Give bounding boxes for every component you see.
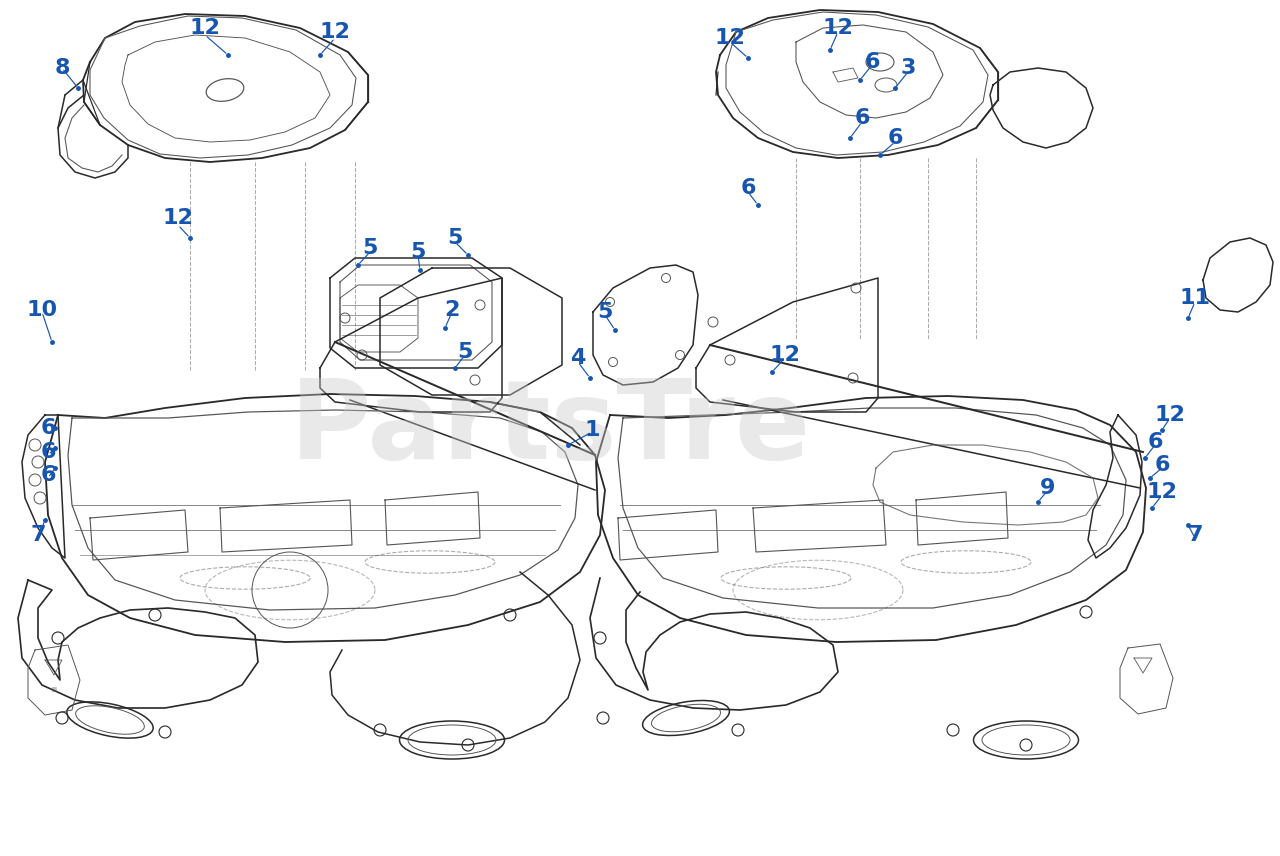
Text: 7: 7 (31, 525, 46, 545)
Text: 6: 6 (1147, 432, 1162, 452)
Text: 5: 5 (362, 238, 378, 258)
Text: 5: 5 (598, 302, 613, 322)
Text: 12: 12 (320, 22, 351, 42)
Text: 6: 6 (740, 178, 755, 198)
Text: 5: 5 (447, 228, 462, 248)
Text: 6: 6 (40, 418, 56, 438)
Text: 5: 5 (457, 342, 472, 362)
Text: 8: 8 (54, 58, 69, 78)
Text: 12: 12 (189, 18, 220, 38)
Text: 5: 5 (411, 242, 426, 262)
Text: 3: 3 (900, 58, 915, 78)
Text: 10: 10 (27, 300, 58, 320)
Text: 12: 12 (163, 208, 193, 228)
Text: 12: 12 (769, 345, 800, 365)
Text: 7: 7 (1188, 525, 1203, 545)
Text: 12: 12 (1155, 405, 1185, 425)
Text: 9: 9 (1041, 478, 1056, 498)
Text: 6: 6 (887, 128, 902, 148)
Text: 12: 12 (823, 18, 854, 38)
Text: 6: 6 (40, 465, 56, 485)
Text: 11: 11 (1179, 288, 1211, 308)
Text: III: III (51, 687, 58, 693)
Text: 1: 1 (584, 420, 600, 440)
Text: 6: 6 (40, 442, 56, 462)
Text: 2: 2 (444, 300, 460, 320)
Text: 6: 6 (854, 108, 869, 128)
Text: 4: 4 (571, 348, 586, 368)
Text: PartsTre: PartsTre (289, 375, 812, 482)
Text: 6: 6 (864, 52, 879, 72)
Text: 12: 12 (1147, 482, 1178, 502)
Text: 12: 12 (714, 28, 745, 48)
Text: 6: 6 (1155, 455, 1170, 475)
